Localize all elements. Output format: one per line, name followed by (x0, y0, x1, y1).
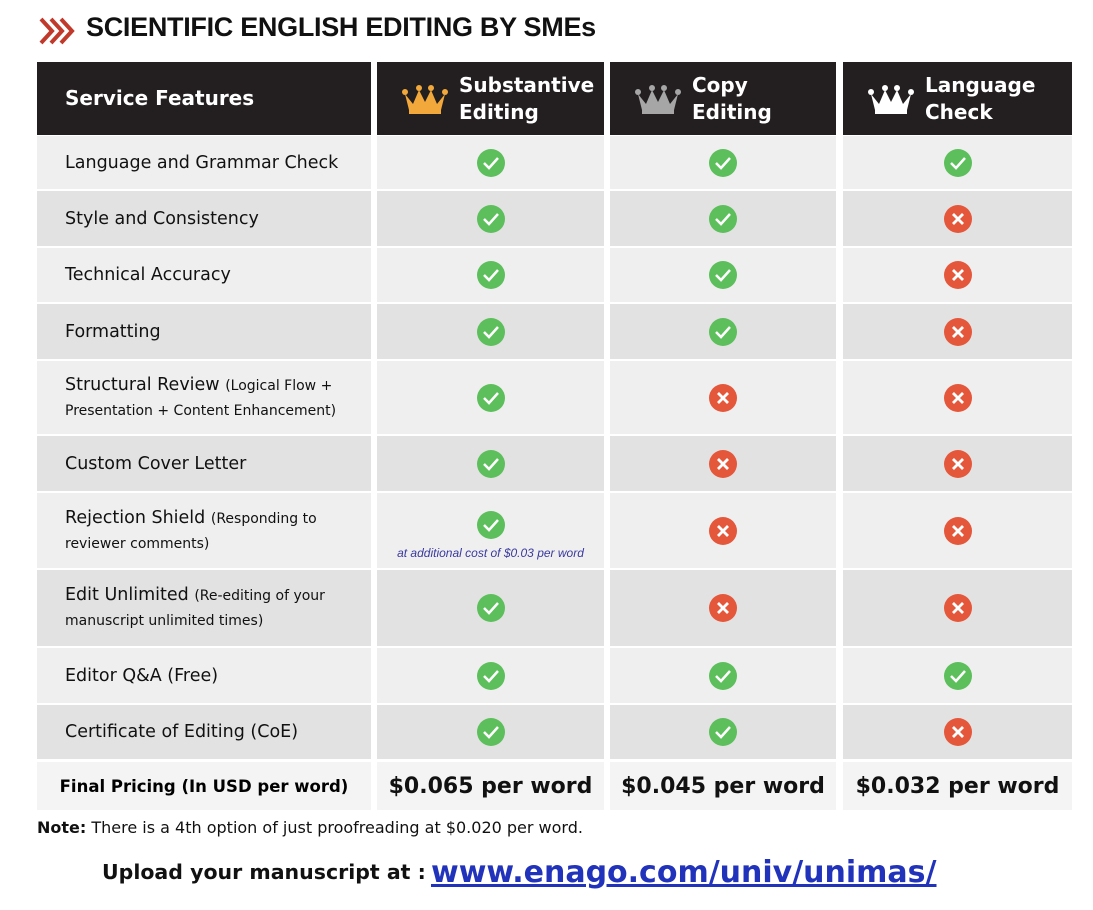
feature-cell: Editor Q&A (Free) (37, 648, 371, 703)
cross-icon (610, 493, 836, 568)
price: $0.065 per word (377, 762, 604, 810)
header-cell: Copy Editing (610, 62, 836, 135)
cross-icon (610, 361, 836, 434)
pricing-label: Final Pricing (In USD per word) (37, 762, 371, 810)
header-cell: Language Check (843, 62, 1072, 135)
check-icon (610, 191, 836, 246)
feature-name: Rejection Shield (65, 507, 206, 528)
header-text: Substantive Editing (459, 72, 595, 124)
chevron-icon (39, 17, 75, 45)
feature-detail: (Re-editing of your manuscript unlimited… (65, 588, 325, 629)
feature-cell: Formatting (37, 304, 371, 359)
feature-cell: Style and Consistency (37, 191, 371, 246)
feature-name: Language and Grammar Check (65, 152, 339, 173)
feature-cell: Rejection Shield (Responding to reviewer… (37, 493, 371, 568)
header-text: Language Check (925, 72, 1036, 124)
feature-cell: Structural Review (Logical Flow + Presen… (37, 361, 371, 434)
check-icon (377, 304, 604, 359)
cross-icon (610, 570, 836, 646)
note: Note: There is a 4th option of just proo… (37, 818, 583, 837)
check-icon (610, 648, 836, 703)
feature-text: Editor Q&A (Free) (65, 664, 365, 688)
note-label: Note: (37, 818, 87, 837)
feature-name: Technical Accuracy (65, 265, 231, 285)
feature-cell: Edit Unlimited (Re-editing of your manus… (37, 570, 371, 646)
feature-text: Language and Grammar Check (65, 151, 365, 175)
feature-text: Style and Consistency (65, 207, 365, 231)
check-icon (843, 648, 1072, 703)
check-icon (377, 436, 604, 491)
check-icon (610, 304, 836, 359)
cross-icon (610, 436, 836, 491)
price: $0.032 per word (843, 762, 1072, 810)
feature-cell: Certificate of Editing (CoE) (37, 705, 371, 759)
check-icon (610, 705, 836, 759)
check-icon (377, 361, 604, 434)
feature-name: Structural Review (65, 374, 220, 395)
check-icon (377, 136, 604, 189)
price: $0.045 per word (610, 762, 836, 810)
note-text: There is a 4th option of just proofreadi… (91, 818, 583, 837)
check-icon: at additional cost of $0.03 per word (377, 493, 604, 568)
check-icon (377, 570, 604, 646)
feature-cell: Language and Grammar Check (37, 136, 371, 189)
check-icon (377, 705, 604, 759)
feature-name: Custom Cover Letter (65, 453, 247, 474)
feature-detail: (Responding to reviewer comments) (65, 510, 317, 552)
cross-icon (843, 361, 1072, 434)
cross-icon (843, 436, 1072, 491)
feature-cell: Technical Accuracy (37, 248, 371, 302)
feature-detail: (Logical Flow + Presentation + Content E… (65, 377, 337, 419)
feature-name: Style and Consistency (65, 208, 259, 229)
header-cell: Substantive Editing (377, 62, 604, 135)
title: SCIENTIFIC ENGLISH EDITING BY SMEs (86, 12, 596, 42)
cross-icon (843, 304, 1072, 359)
header-text: Copy Editing (692, 72, 772, 124)
feature-text: Rejection Shield (Responding to reviewer… (65, 506, 365, 556)
feature-text: Edit Unlimited (Re-editing of your manus… (65, 583, 365, 633)
check-icon (610, 136, 836, 189)
cross-icon (843, 570, 1072, 646)
cross-icon (843, 493, 1072, 568)
feature-name: Edit Unlimited (65, 585, 189, 605)
feature-name: Formatting (65, 321, 161, 342)
check-icon (377, 248, 604, 302)
feature-cell: Custom Cover Letter (37, 436, 371, 491)
feature-text: Technical Accuracy (65, 263, 365, 287)
check-icon (610, 248, 836, 302)
header-cell: Service Features (37, 62, 371, 135)
upload-label: Upload your manuscript at : (102, 860, 426, 884)
check-icon (843, 136, 1072, 189)
upload-link[interactable]: www.enago.com/univ/unimas/ (431, 855, 937, 890)
feature-text: Formatting (65, 320, 365, 344)
check-icon (377, 648, 604, 703)
cross-icon (843, 248, 1072, 302)
cross-icon (843, 191, 1072, 246)
header-text: Service Features (65, 86, 255, 110)
extra-note: at additional cost of $0.03 per word (397, 545, 584, 560)
feature-name: Editor Q&A (Free) (65, 665, 219, 686)
feature-name: Certificate of Editing (CoE) (65, 722, 299, 742)
feature-text: Structural Review (Logical Flow + Presen… (65, 373, 365, 423)
check-icon (377, 191, 604, 246)
cross-icon (843, 705, 1072, 759)
feature-text: Certificate of Editing (CoE) (65, 720, 365, 744)
feature-text: Custom Cover Letter (65, 452, 365, 476)
